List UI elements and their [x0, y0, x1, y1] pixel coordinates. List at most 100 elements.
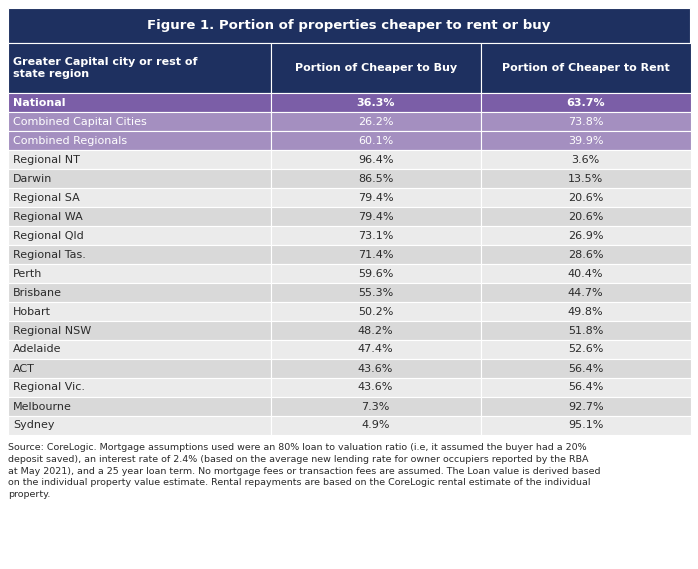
Bar: [481, 169, 691, 188]
Text: 20.6%: 20.6%: [568, 212, 603, 221]
Text: 55.3%: 55.3%: [358, 287, 393, 298]
Bar: [271, 264, 481, 283]
Text: Combined Regionals: Combined Regionals: [13, 135, 127, 146]
Text: Combined Capital Cities: Combined Capital Cities: [13, 117, 147, 126]
Bar: [481, 378, 691, 397]
Text: ACT: ACT: [13, 364, 35, 373]
Text: Regional Qld: Regional Qld: [13, 230, 84, 241]
Text: 56.4%: 56.4%: [568, 382, 603, 393]
Text: 95.1%: 95.1%: [568, 420, 603, 431]
Text: Perth: Perth: [13, 269, 43, 278]
Bar: [481, 340, 691, 359]
Text: Sydney: Sydney: [13, 420, 54, 431]
Text: 96.4%: 96.4%: [358, 155, 394, 164]
Text: 52.6%: 52.6%: [568, 344, 603, 354]
Text: 79.4%: 79.4%: [358, 192, 394, 203]
Bar: [481, 283, 691, 302]
Text: 40.4%: 40.4%: [568, 269, 603, 278]
Text: 26.2%: 26.2%: [358, 117, 394, 126]
Bar: [271, 302, 481, 321]
Text: 92.7%: 92.7%: [568, 402, 604, 411]
Bar: [481, 43, 691, 93]
Text: 73.8%: 73.8%: [568, 117, 603, 126]
Text: 28.6%: 28.6%: [568, 249, 603, 259]
Text: National: National: [13, 97, 66, 108]
Bar: [271, 150, 481, 169]
Text: Portion of Cheaper to Rent: Portion of Cheaper to Rent: [502, 63, 669, 73]
Bar: [8, 150, 271, 169]
Bar: [8, 169, 271, 188]
Bar: [481, 226, 691, 245]
Text: Melbourne: Melbourne: [13, 402, 72, 411]
Text: 13.5%: 13.5%: [568, 174, 603, 183]
Bar: [271, 321, 481, 340]
Text: Regional Vic.: Regional Vic.: [13, 382, 85, 393]
Bar: [481, 188, 691, 207]
Text: 26.9%: 26.9%: [568, 230, 603, 241]
Text: 86.5%: 86.5%: [358, 174, 393, 183]
Text: Portion of Cheaper to Buy: Portion of Cheaper to Buy: [295, 63, 456, 73]
Bar: [8, 226, 271, 245]
Bar: [271, 169, 481, 188]
Bar: [481, 207, 691, 226]
Bar: [8, 416, 271, 435]
Bar: [481, 359, 691, 378]
Text: 59.6%: 59.6%: [358, 269, 393, 278]
Bar: [8, 340, 271, 359]
Text: Greater Capital city or rest of
state region: Greater Capital city or rest of state re…: [13, 57, 198, 79]
Bar: [8, 302, 271, 321]
Text: 63.7%: 63.7%: [566, 97, 605, 108]
Text: Regional NSW: Regional NSW: [13, 325, 91, 336]
Text: 3.6%: 3.6%: [572, 155, 600, 164]
Bar: [481, 150, 691, 169]
Text: 48.2%: 48.2%: [358, 325, 394, 336]
Text: 44.7%: 44.7%: [568, 287, 604, 298]
Bar: [481, 397, 691, 416]
Bar: [8, 397, 271, 416]
Bar: [481, 321, 691, 340]
Text: 50.2%: 50.2%: [358, 307, 393, 316]
Bar: [8, 131, 271, 150]
Bar: [8, 359, 271, 378]
Bar: [8, 43, 271, 93]
Text: 49.8%: 49.8%: [568, 307, 604, 316]
Bar: [271, 359, 481, 378]
Text: 71.4%: 71.4%: [358, 249, 394, 259]
Bar: [271, 188, 481, 207]
Bar: [271, 340, 481, 359]
Text: 43.6%: 43.6%: [358, 364, 393, 373]
Bar: [8, 245, 271, 264]
Bar: [481, 245, 691, 264]
Bar: [8, 207, 271, 226]
Bar: [481, 264, 691, 283]
Text: 56.4%: 56.4%: [568, 364, 603, 373]
Bar: [271, 207, 481, 226]
Bar: [481, 416, 691, 435]
Text: 7.3%: 7.3%: [362, 402, 389, 411]
Bar: [271, 283, 481, 302]
Bar: [271, 43, 481, 93]
Text: 60.1%: 60.1%: [358, 135, 393, 146]
Bar: [8, 188, 271, 207]
Bar: [271, 245, 481, 264]
Bar: [271, 226, 481, 245]
Bar: [271, 112, 481, 131]
Text: Figure 1. Portion of properties cheaper to rent or buy: Figure 1. Portion of properties cheaper …: [147, 19, 551, 32]
Bar: [8, 321, 271, 340]
Text: 43.6%: 43.6%: [358, 382, 393, 393]
Text: 73.1%: 73.1%: [358, 230, 393, 241]
Bar: [8, 93, 271, 112]
Text: 79.4%: 79.4%: [358, 212, 394, 221]
Bar: [8, 283, 271, 302]
Text: 39.9%: 39.9%: [568, 135, 603, 146]
Bar: [8, 8, 690, 43]
Text: Brisbane: Brisbane: [13, 287, 62, 298]
Text: Regional SA: Regional SA: [13, 192, 80, 203]
Text: 51.8%: 51.8%: [568, 325, 603, 336]
Text: Regional WA: Regional WA: [13, 212, 83, 221]
Bar: [271, 416, 481, 435]
Text: 20.6%: 20.6%: [568, 192, 603, 203]
Bar: [271, 131, 481, 150]
Bar: [271, 378, 481, 397]
Bar: [481, 93, 691, 112]
